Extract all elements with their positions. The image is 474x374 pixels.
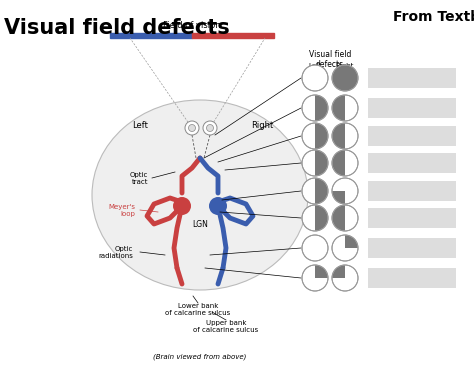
Circle shape [302,150,328,176]
Wedge shape [315,95,328,121]
Circle shape [332,265,358,291]
Bar [368,153,456,173]
Text: Lower bank
of calcarine sulcus: Lower bank of calcarine sulcus [165,303,231,316]
Text: Optic
tract: Optic tract [129,172,148,184]
Circle shape [302,95,328,121]
Text: (Brain viewed from above): (Brain viewed from above) [153,354,246,361]
Text: Visual field
defects: Visual field defects [309,50,351,70]
Bar [110,33,192,38]
Circle shape [209,197,227,215]
Bar [368,98,456,118]
Ellipse shape [92,100,308,290]
Text: Meyer's
loop: Meyer's loop [108,203,135,217]
Circle shape [332,235,358,261]
Circle shape [332,205,358,231]
Text: Left: Left [132,120,148,129]
Wedge shape [332,191,345,204]
Text: Field of vision: Field of vision [163,21,221,30]
Circle shape [185,121,199,135]
Circle shape [332,178,358,204]
Wedge shape [315,150,328,176]
Bar [368,68,456,88]
Bar [192,33,274,38]
Circle shape [302,123,328,149]
Text: LGN: LGN [192,220,208,229]
Circle shape [332,95,358,121]
Text: Left
eye: Left eye [309,63,321,76]
Circle shape [302,65,328,91]
Circle shape [332,150,358,176]
Wedge shape [332,95,345,121]
Circle shape [189,125,195,132]
Text: Optic
radiations: Optic radiations [98,245,133,258]
Circle shape [302,178,328,204]
Wedge shape [345,235,358,248]
Circle shape [332,123,358,149]
Bar [368,126,456,146]
Circle shape [302,205,328,231]
Text: From Textbook: From Textbook [393,10,474,24]
Text: Visual field defects: Visual field defects [4,18,230,38]
Text: Right
eye: Right eye [336,63,354,76]
Circle shape [332,65,358,91]
Text: Upper bank
of calcarine sulcus: Upper bank of calcarine sulcus [193,320,259,333]
Text: Right: Right [251,120,273,129]
Wedge shape [332,205,345,231]
Circle shape [332,65,358,91]
Circle shape [302,265,328,291]
Wedge shape [332,265,345,278]
Wedge shape [315,205,328,231]
Bar [368,238,456,258]
Wedge shape [315,265,328,278]
Wedge shape [315,123,328,149]
Circle shape [173,197,191,215]
Bar [368,268,456,288]
Wedge shape [332,150,345,176]
Circle shape [207,125,213,132]
Wedge shape [315,178,328,204]
Circle shape [302,235,328,261]
Circle shape [203,121,217,135]
Wedge shape [332,123,345,149]
Bar [368,181,456,201]
Bar [368,208,456,228]
